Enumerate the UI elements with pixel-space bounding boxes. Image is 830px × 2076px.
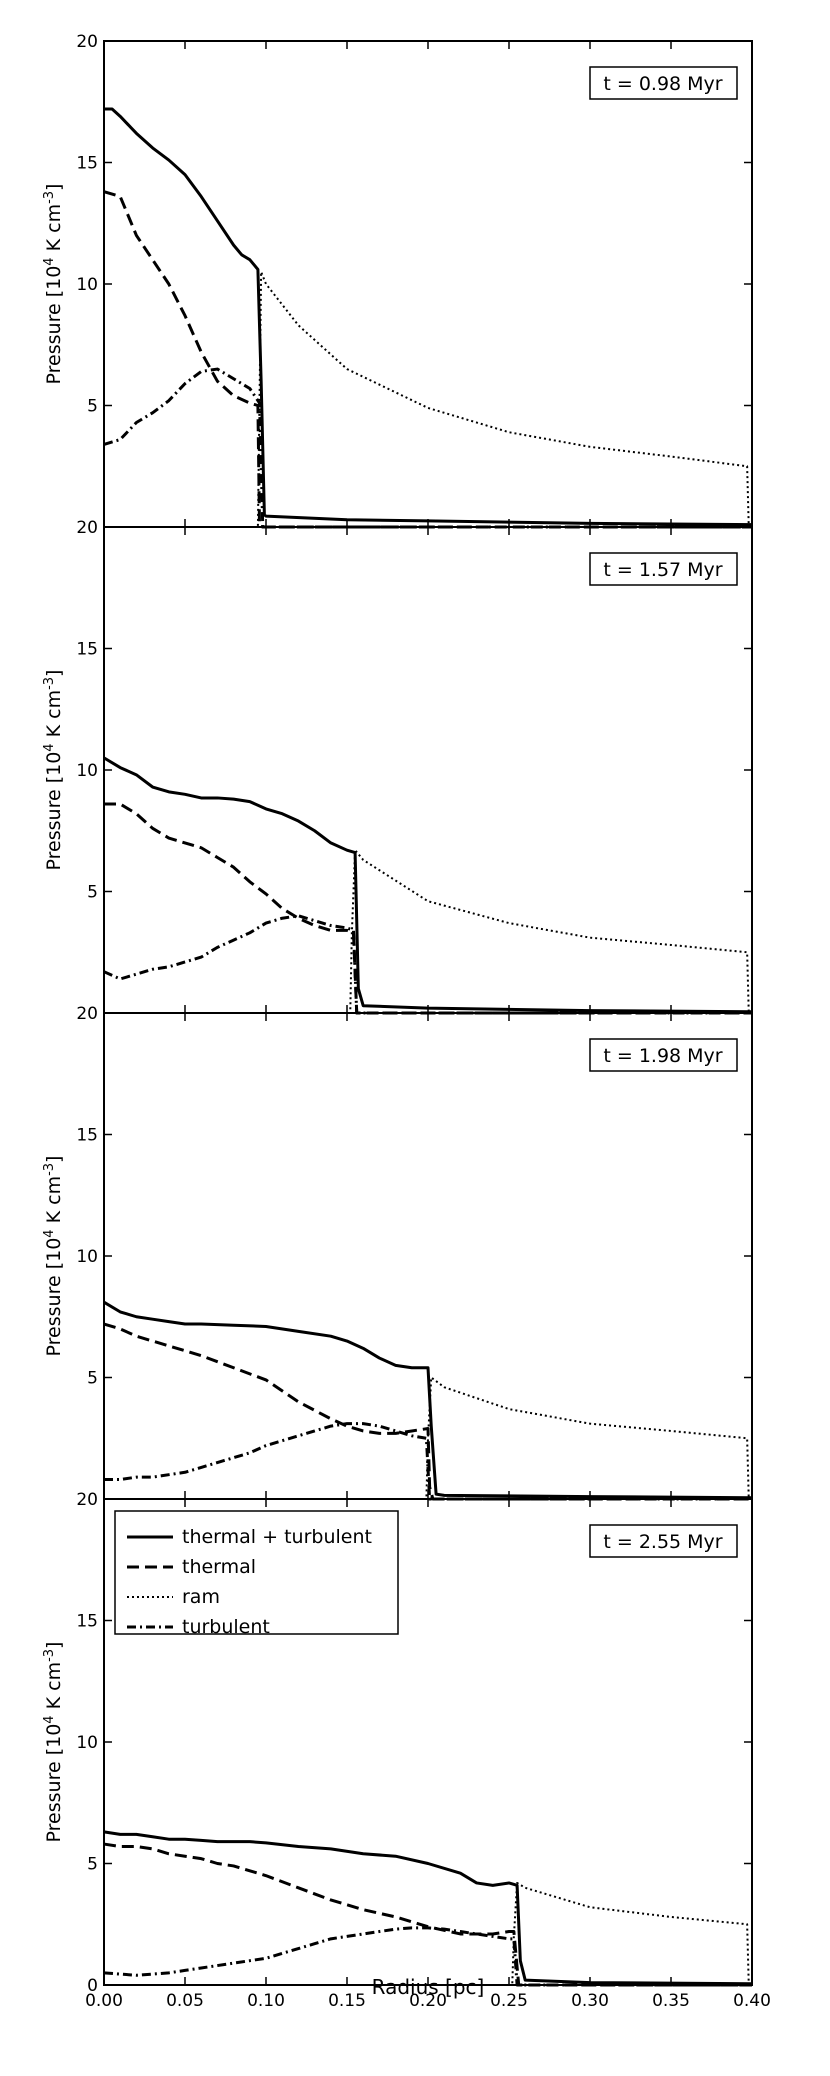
- y-tick-label: 5: [87, 1855, 98, 1875]
- y-axis-label-part: -3: [42, 677, 57, 690]
- y-axis-label-part: 4: [42, 743, 57, 751]
- y-axis-label-part: 4: [42, 1715, 57, 1723]
- y-axis-label-part: Pressure [10: [43, 752, 65, 871]
- y-axis-label-part: K cm: [43, 1176, 65, 1230]
- legend-label: thermal + turbulent: [182, 1526, 372, 1548]
- y-axis-label-part: Pressure [10: [43, 1724, 65, 1843]
- y-tick-label: 15: [76, 154, 98, 174]
- y-tick-label: 5: [87, 1369, 98, 1389]
- y-axis-label-part: 4: [42, 1229, 57, 1237]
- time-label-text: t = 0.98 Myr: [603, 73, 722, 95]
- series-line-thermal: [103, 1322, 752, 1501]
- time-label-text: t = 1.98 Myr: [603, 1045, 722, 1067]
- y-axis-label-part: ]: [43, 1156, 65, 1163]
- x-tick-label: 0.00: [85, 1991, 123, 2011]
- plot-frame: [103, 526, 753, 1014]
- series-line-thermal-turbulent: [104, 107, 753, 527]
- series-line-thermal: [103, 1842, 752, 1987]
- x-tick-label: 0.40: [733, 1991, 771, 2011]
- y-axis-label-part: Pressure [10: [43, 266, 65, 385]
- y-axis-label: Pressure [104 K cm-3]: [42, 1156, 65, 1357]
- y-tick-label: 5: [87, 883, 98, 903]
- y-tick-label: 20: [76, 518, 98, 538]
- y-axis-label-part: K cm: [43, 690, 65, 744]
- series-line-ram: [104, 270, 752, 528]
- x-tick-label: 0.10: [247, 1991, 285, 2011]
- time-label: t = 0.98 Myr: [589, 66, 738, 100]
- x-tick-label: 0.20: [409, 1991, 447, 2011]
- y-axis-label-part: K cm: [43, 204, 65, 258]
- chart-panel-4: 0 5 10 15 20 0.00 0.05 0.10 0.15 0.20 0.25 0.30 0.35…: [42, 1490, 771, 2011]
- chart-panel-2: 5 10 15 20 Pressure [104 K cm-3] t = 1.57 Myr: [42, 518, 753, 1015]
- legend-label: thermal: [182, 1556, 256, 1578]
- y-tick-label: 10: [76, 1733, 98, 1753]
- legend: thermal + turbulent thermal ram turbulent: [114, 1510, 399, 1638]
- series-line-turbulent: [103, 1926, 752, 1987]
- time-label-text: t = 1.57 Myr: [603, 559, 722, 581]
- y-tick-label: 15: [76, 640, 98, 660]
- y-axis-label-part: -3: [42, 191, 57, 204]
- legend-box: [114, 1510, 399, 1635]
- series-line-thermal: [103, 190, 752, 529]
- series-line-ram: [104, 1881, 752, 1986]
- series-line-turbulent: [103, 367, 752, 529]
- series-line-thermal: [104, 802, 752, 1015]
- y-tick-label: 15: [76, 1612, 98, 1632]
- y-axis-label-part: K cm: [43, 1662, 65, 1716]
- y-tick-label: 10: [76, 761, 98, 781]
- time-label: t = 2.55 Myr: [589, 1524, 738, 1558]
- x-tick-label: 0.15: [328, 1991, 366, 2011]
- y-axis-label: Pressure [104 K cm-3]: [42, 670, 65, 871]
- y-axis-label-part: Pressure [10: [43, 1238, 65, 1357]
- y-tick-label: 20: [76, 32, 98, 52]
- y-tick-label: 0: [87, 1976, 98, 1996]
- time-label-box: [589, 66, 738, 100]
- series-line-thermal-turbulent: [103, 1300, 753, 1500]
- series-line-thermal-turbulent: [103, 1830, 753, 1986]
- y-axis-label-part: ]: [43, 184, 65, 191]
- series-line-thermal-turbulent: [103, 756, 753, 1014]
- y-axis-label-part: ]: [43, 1642, 65, 1649]
- time-label-box: [589, 1038, 738, 1072]
- x-axis-label: Radius [pc]: [372, 1975, 485, 1999]
- time-label-box: [589, 1524, 738, 1558]
- series-line-ram: [104, 849, 752, 1014]
- y-axis-label: Pressure [104 K cm-3]: [42, 1642, 65, 1843]
- legend-label: ram: [182, 1586, 220, 1608]
- y-tick-label: 20: [76, 1004, 98, 1024]
- series-line-turbulent: [103, 914, 752, 1015]
- y-tick-label: 10: [76, 1247, 98, 1267]
- y-tick-label: 10: [76, 275, 98, 295]
- y-axis-label-part: -3: [42, 1649, 57, 1662]
- y-axis-label-part: -3: [42, 1163, 57, 1176]
- x-tick-label: 0.25: [490, 1991, 528, 2011]
- y-tick-label: 20: [76, 1490, 98, 1510]
- y-axis-label: Pressure [104 K cm-3]: [42, 184, 65, 385]
- x-tick-label: 0.30: [571, 1991, 609, 2011]
- x-tick-label: 0.05: [166, 1991, 204, 2011]
- time-label-text: t = 2.55 Myr: [603, 1531, 722, 1553]
- y-tick-label: 15: [76, 1126, 98, 1146]
- time-label: t = 1.57 Myr: [589, 552, 738, 586]
- series-line-turbulent: [104, 1422, 752, 1501]
- y-axis-label-part: ]: [43, 670, 65, 677]
- chart-panel-3: 5 10 15 20 Pressure [104 K cm-3] t = 1.98 Myr: [42, 1004, 753, 1501]
- time-label: t = 1.98 Myr: [589, 1038, 738, 1072]
- y-axis-label-part: 4: [42, 257, 57, 265]
- time-label-box: [589, 552, 738, 586]
- y-tick-label: 5: [87, 397, 98, 417]
- x-tick-label: 0.35: [652, 1991, 690, 2011]
- legend-label: turbulent: [182, 1616, 270, 1638]
- chart-panel-1: 5 10 15 20 Pressure [104 K cm-3] t = 0.98 Myr: [42, 32, 753, 529]
